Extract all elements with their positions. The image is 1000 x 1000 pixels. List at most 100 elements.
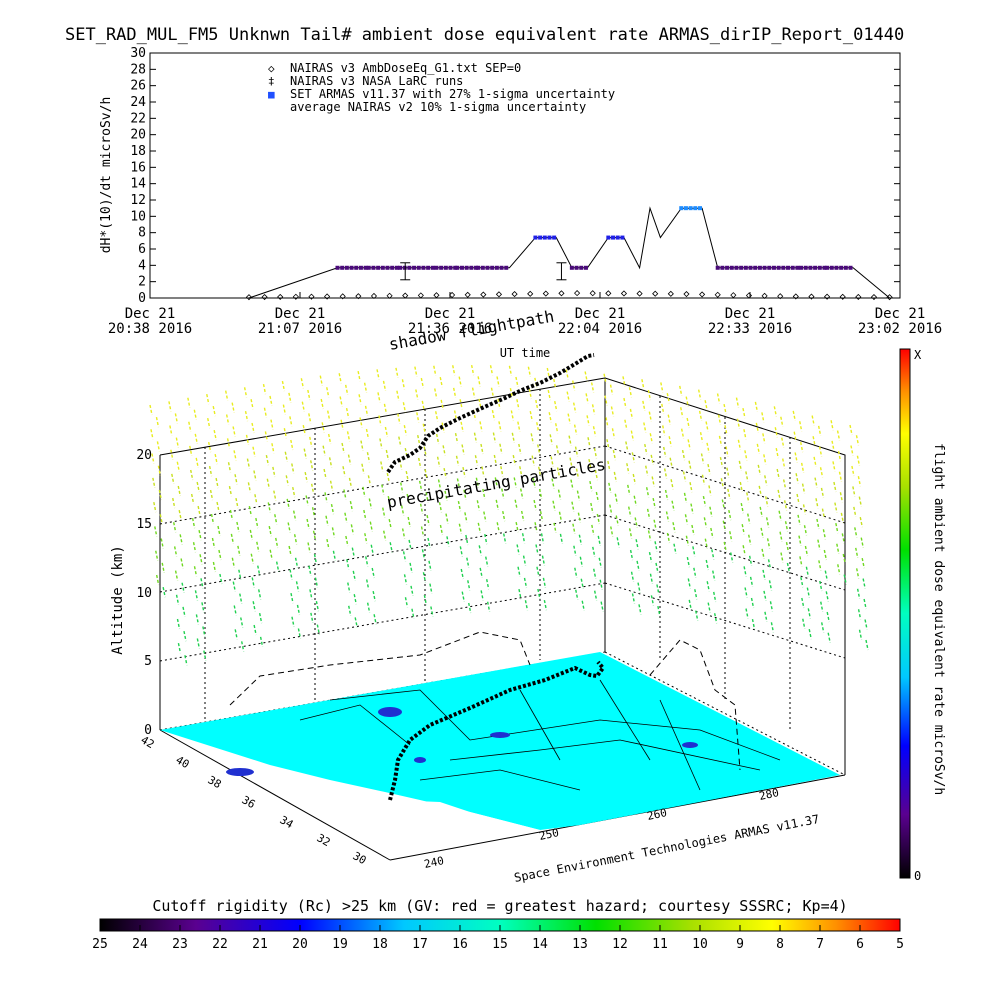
particle-mark: [483, 511, 487, 522]
particle-mark: [403, 574, 408, 585]
armas-point: [620, 235, 625, 240]
particle-mark: [604, 395, 608, 406]
particle-mark: [281, 380, 286, 392]
particle-mark: [515, 376, 519, 388]
particle-mark: [594, 469, 599, 481]
particle-mark: [630, 430, 635, 441]
armas-line: [248, 206, 890, 299]
armas-point: [829, 265, 834, 270]
particle-mark: [581, 600, 585, 611]
shadow-label: shadow: [387, 325, 448, 354]
particle-mark: [232, 581, 236, 592]
particle-mark: [266, 478, 271, 489]
particle-mark: [727, 488, 731, 500]
particle-mark: [283, 428, 288, 439]
nairas-point: [574, 290, 581, 297]
particle-mark: [402, 402, 407, 413]
particle-mark: [484, 533, 488, 545]
particle-mark: [292, 510, 297, 521]
particle-mark: [821, 508, 826, 519]
nairas-point: [324, 293, 331, 300]
armas-point: [799, 265, 804, 270]
nairas-point: [824, 293, 831, 300]
x-tick-time: 20:38 2016: [108, 321, 192, 337]
particle-mark: [647, 389, 652, 401]
particle-mark: [706, 581, 710, 592]
armas-point: [426, 265, 431, 270]
particle-mark: [764, 611, 768, 622]
particle-mark: [496, 522, 500, 533]
particle-mark: [454, 433, 459, 444]
legend-symbol-nairas-g1: ◇: [268, 62, 275, 75]
particle-mark: [859, 517, 863, 528]
particle-mark: [456, 478, 461, 489]
particle-mark: [275, 537, 279, 549]
particle-mark: [305, 495, 309, 506]
particle-mark: [713, 613, 718, 624]
particle-mark: [687, 439, 691, 450]
particle-mark: [669, 457, 673, 468]
particle-mark: [365, 428, 370, 440]
nairas-point: [808, 293, 815, 300]
particle-mark: [290, 439, 294, 451]
particle-mark: [477, 376, 481, 387]
armas-point: [335, 265, 340, 270]
particle-mark: [595, 491, 600, 503]
particle-mark: [820, 487, 825, 499]
particle-mark: [645, 465, 649, 476]
particle-mark: [438, 502, 443, 513]
particle-mark: [459, 546, 464, 557]
particle-mark: [306, 518, 310, 530]
particle-mark: [777, 489, 781, 501]
particle-mark: [169, 425, 173, 436]
particle-mark: [823, 549, 828, 561]
particle-mark: [608, 482, 612, 493]
particle-mark: [352, 570, 356, 582]
particle-mark: [662, 425, 666, 436]
particle-mark: [212, 561, 217, 573]
particle-mark: [422, 423, 426, 434]
armas-point: [781, 265, 786, 270]
particle-mark: [230, 533, 235, 545]
particle-mark: [820, 622, 825, 633]
particle-mark: [647, 530, 652, 541]
lon-tick: 250: [538, 826, 560, 843]
nairas-point: [370, 292, 378, 300]
particle-mark: [203, 650, 207, 661]
armas-point: [439, 265, 444, 270]
particle-mark: [174, 413, 179, 424]
dose-colorbar-min: 0: [914, 869, 921, 883]
particle-mark: [289, 416, 293, 427]
lat-axis: 42 40 38 36 34 32 30: [139, 733, 369, 867]
particle-mark: [428, 560, 432, 571]
particle-mark: [637, 582, 641, 593]
rigidity-tick-label: 19: [332, 937, 348, 952]
particle-mark: [837, 564, 841, 575]
particle-mark: [755, 422, 760, 434]
particle-mark: [240, 617, 244, 628]
particle-mark: [522, 555, 527, 566]
particle-mark: [231, 402, 235, 413]
armas-point: [743, 265, 748, 270]
particle-mark: [405, 470, 409, 482]
armas-point: [748, 265, 753, 270]
particle-mark: [657, 606, 661, 617]
particle-mark: [183, 630, 187, 642]
particle-mark: [780, 552, 784, 563]
particle-mark: [599, 579, 603, 590]
nairas-point: [277, 293, 284, 300]
particle-mark: [324, 492, 328, 503]
particle-mark: [537, 588, 541, 600]
particle-mark: [217, 525, 221, 537]
particle-mark: [155, 574, 160, 586]
particle-mark: [417, 435, 421, 446]
particle-mark: [589, 480, 593, 492]
legend-item-nairas-g1: NAIRAS v3 AmbDoseEq_G1.txt SEP=0: [290, 61, 521, 75]
particle-mark: [346, 559, 350, 570]
particle-mark: [517, 566, 521, 577]
particle-mark: [719, 456, 724, 468]
particle-mark: [666, 393, 670, 404]
particle-mark: [252, 446, 256, 457]
armas-point: [579, 265, 584, 270]
particle-mark: [521, 533, 526, 544]
